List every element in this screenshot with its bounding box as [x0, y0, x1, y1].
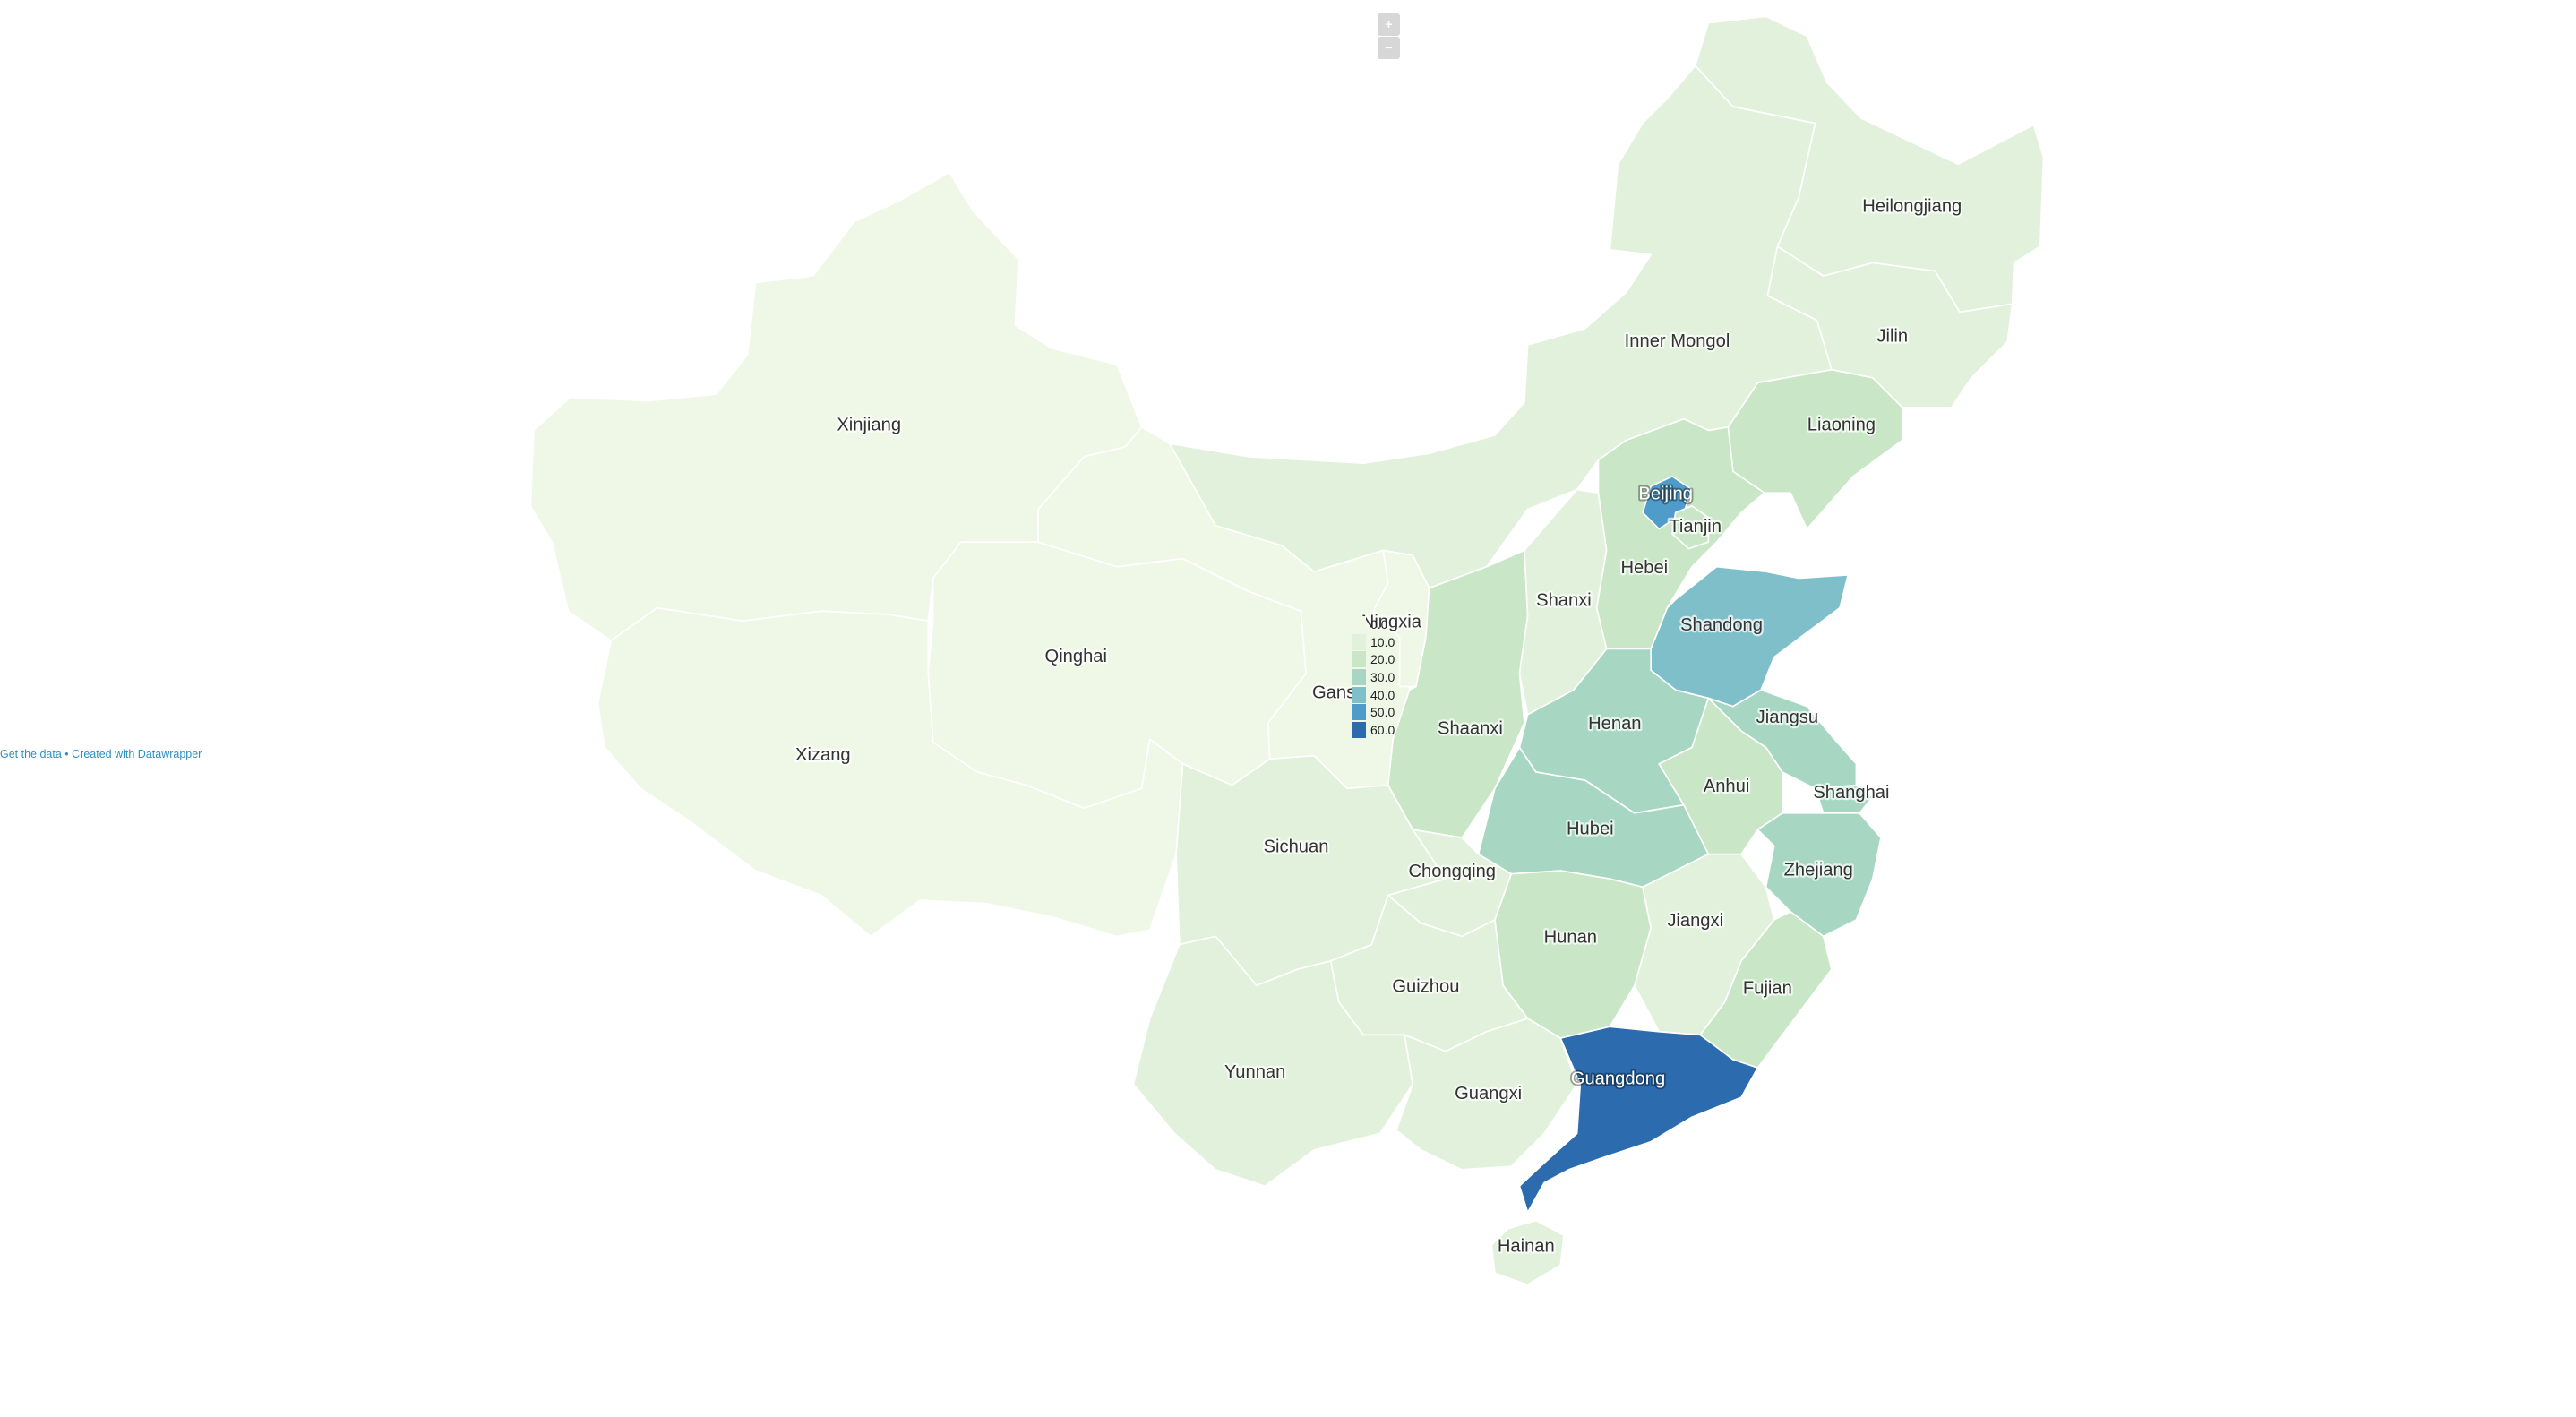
legend-swatch: [1352, 651, 1366, 668]
province-yunnan[interactable]: [1132, 935, 1414, 1187]
legend-swatch: [1352, 616, 1366, 632]
legend-label: 50.0: [1370, 705, 1395, 720]
legend-label: 20.0: [1370, 652, 1395, 667]
province-tianjin[interactable]: [1671, 505, 1710, 550]
province-shandong[interactable]: [1650, 565, 1850, 708]
footer: Get the data • Created with Datawrapper: [0, 748, 202, 760]
legend-swatch: [1352, 686, 1366, 703]
province-shapes: [529, 15, 2045, 1286]
legend-label: 10.0: [1370, 634, 1395, 649]
province-liaoning[interactable]: [1727, 368, 1903, 530]
legend-label: 40.0: [1370, 687, 1395, 702]
legend-label: 30.0: [1370, 670, 1395, 685]
province-zhejiang[interactable]: [1756, 812, 1882, 938]
datawrapper-credit-link[interactable]: Created with Datawrapper: [72, 748, 202, 760]
province-guangdong[interactable]: [1518, 1026, 1759, 1214]
province-fujian[interactable]: [1699, 911, 1833, 1069]
zoom-out-button[interactable]: −: [1378, 37, 1400, 59]
legend-swatch: [1352, 704, 1366, 721]
province-shanghai[interactable]: [1814, 784, 1874, 814]
get-data-link[interactable]: Get the data: [0, 748, 62, 760]
footer-separator: •: [61, 748, 73, 760]
province-guangxi[interactable]: [1395, 1018, 1578, 1171]
legend-swatch: [1352, 722, 1366, 739]
legend-label: 0.0: [1370, 617, 1388, 631]
province-ningxia[interactable]: [1372, 549, 1430, 688]
legend-swatch: [1352, 669, 1366, 686]
zoom-in-button[interactable]: +: [1378, 13, 1400, 36]
legend-swatch: [1352, 633, 1366, 650]
province-hainan[interactable]: [1490, 1219, 1565, 1286]
legend-label: 60.0: [1370, 723, 1395, 738]
